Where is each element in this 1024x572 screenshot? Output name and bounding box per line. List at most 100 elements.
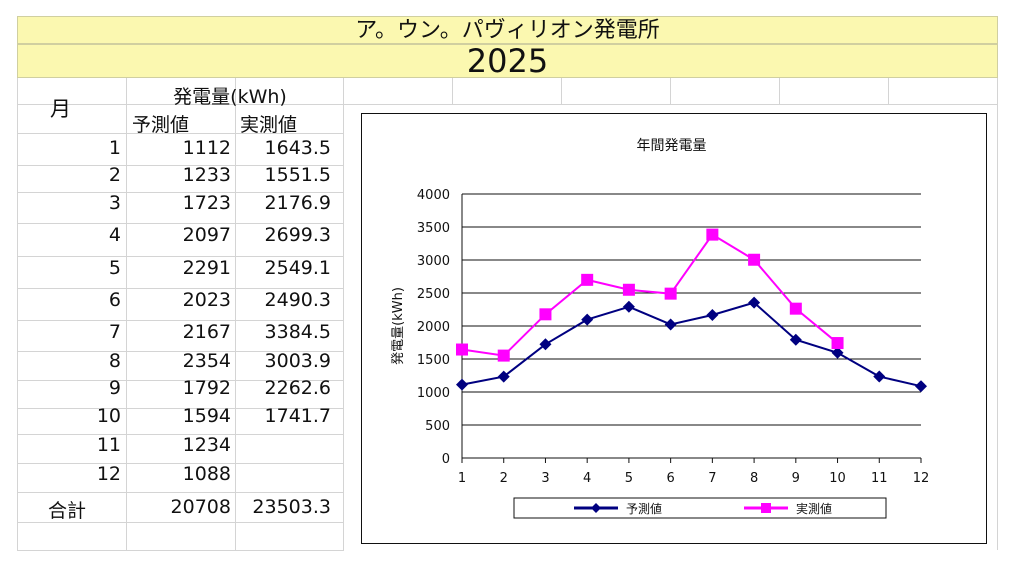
actual-cell: 2699.3 — [264, 224, 331, 246]
grid-line — [17, 223, 344, 224]
month-cell: 11 — [96, 434, 121, 456]
y-tick-label: 2000 — [417, 320, 450, 335]
predicted-header: 予測値 — [132, 114, 190, 136]
total-predicted: 20708 — [170, 496, 231, 518]
data-point-diamond — [706, 308, 719, 321]
grid-line — [561, 78, 562, 104]
month-header: 月 — [50, 97, 71, 121]
series-line-2 — [461, 233, 839, 357]
grid-line — [17, 256, 344, 257]
y-tick-label: 3500 — [417, 221, 450, 236]
grid-line — [17, 434, 344, 435]
actual-cell: 1643.5 — [264, 137, 331, 159]
x-tick-label: 9 — [792, 471, 800, 486]
x-tick-label: 10 — [829, 471, 846, 486]
month-cell: 9 — [108, 377, 121, 399]
actual-cell: 3384.5 — [264, 321, 331, 343]
data-point-diamond — [664, 318, 677, 331]
x-tick-label: 11 — [871, 471, 888, 486]
actual-cell: 2490.3 — [264, 289, 331, 311]
actual-cell: 2549.1 — [264, 257, 331, 279]
y-tick-label: 1000 — [417, 386, 450, 401]
data-point-diamond — [873, 370, 886, 383]
year-title: 2025 — [17, 44, 998, 78]
legend-marker — [591, 503, 601, 513]
predicted-cell: 2291 — [182, 257, 231, 279]
grid-line — [343, 104, 998, 105]
x-tick-label: 12 — [913, 471, 930, 486]
grid-line — [17, 550, 344, 551]
energy-header: 発電量(kWh) — [173, 86, 287, 108]
data-point-square — [456, 343, 468, 356]
grid-line — [17, 288, 344, 289]
data-point-diamond — [456, 378, 468, 391]
actual-cell: 2262.6 — [264, 377, 331, 399]
y-tick-label: 500 — [425, 419, 450, 434]
plant-title: ア。ウン。パヴィリオン発電所 — [17, 16, 998, 44]
predicted-cell: 1233 — [182, 164, 231, 186]
data-point-diamond — [497, 370, 510, 383]
actual-cell: 1551.5 — [264, 164, 331, 186]
grid-line — [17, 165, 344, 166]
predicted-cell: 1723 — [182, 192, 231, 214]
actual-cell: 1741.7 — [264, 405, 331, 427]
grid-line — [17, 133, 344, 134]
predicted-cell: 1594 — [182, 405, 231, 427]
data-point-diamond — [831, 346, 844, 359]
data-point-square — [581, 273, 594, 286]
month-cell: 5 — [108, 257, 121, 279]
line-chart: 年間発電量 0 500 1000 1500 2000 2500 3000 3500 4000 1 2 3… — [391, 138, 930, 519]
predicted-cell: 1088 — [182, 463, 231, 485]
month-cell: 4 — [108, 224, 121, 246]
actual-header: 実測値 — [240, 114, 298, 136]
x-tick-label: 6 — [666, 471, 674, 486]
data-point-diamond — [539, 338, 552, 351]
data-point-diamond — [581, 313, 594, 326]
grid-line — [17, 104, 344, 105]
grid-line — [888, 78, 889, 104]
data-point-diamond — [789, 333, 802, 346]
total-actual: 23503.3 — [252, 496, 331, 518]
legend-label: 実測値 — [796, 501, 832, 516]
data-point-diamond — [748, 296, 761, 309]
data-point-square — [622, 283, 635, 296]
grid-line — [343, 78, 344, 550]
grid-line — [126, 78, 127, 550]
series-line-1 — [461, 301, 922, 388]
y-tick-label: 2500 — [417, 287, 450, 302]
total-label: 合計 — [48, 500, 87, 522]
grid-line — [17, 192, 344, 193]
y-tick-label: 1500 — [417, 353, 450, 368]
month-cell: 2 — [108, 164, 121, 186]
y-tick-label: 4000 — [417, 188, 450, 203]
grid-line — [779, 78, 780, 104]
month-cell: 8 — [108, 350, 121, 372]
predicted-cell: 2354 — [182, 350, 231, 372]
y-tick-label: 0 — [442, 452, 450, 467]
x-tick-label: 7 — [708, 471, 716, 486]
grid-line — [17, 463, 344, 464]
actual-cell: 3003.9 — [264, 350, 331, 372]
x-tick-label: 2 — [500, 471, 508, 486]
x-tick-label: 8 — [750, 471, 758, 486]
grid-line — [17, 351, 344, 352]
data-point-diamond — [622, 300, 635, 313]
y-tick-label: 3000 — [417, 254, 450, 269]
legend-label: 予測値 — [626, 501, 662, 516]
month-cell: 3 — [108, 192, 121, 214]
month-cell: 7 — [108, 321, 121, 343]
x-tick-label: 5 — [625, 471, 633, 486]
chart-title: 年間発電量 — [637, 138, 707, 154]
actual-cell: 2176.9 — [264, 192, 331, 214]
grid-line — [17, 492, 344, 493]
grid-line — [17, 408, 344, 409]
month-cell: 1 — [108, 137, 121, 159]
grid-line — [17, 320, 344, 321]
predicted-cell: 1112 — [182, 137, 231, 159]
grid-line — [452, 78, 453, 104]
x-tick-label: 3 — [541, 471, 549, 486]
data-point-square — [497, 349, 510, 362]
month-cell: 6 — [108, 289, 121, 311]
grid-line — [17, 380, 344, 381]
grid-line — [997, 78, 998, 550]
